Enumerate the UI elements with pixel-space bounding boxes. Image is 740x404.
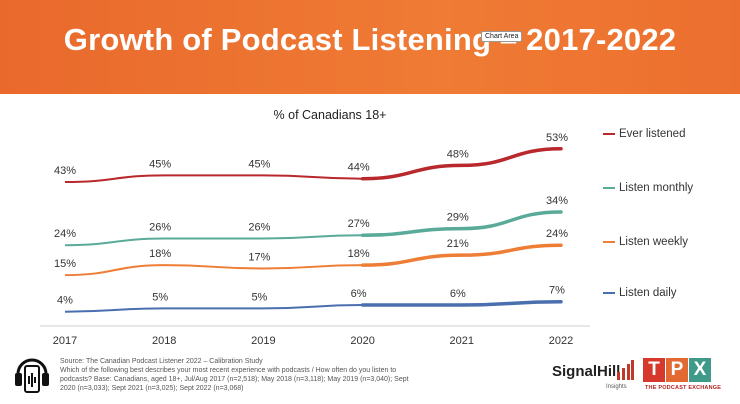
data-label: 29% <box>447 212 469 224</box>
series-recent-segment-1 <box>360 210 563 237</box>
legend-swatch <box>603 186 615 189</box>
series-recent-segment-2 <box>360 243 563 267</box>
legend-swatch <box>603 291 615 294</box>
data-label: 5% <box>152 291 168 303</box>
data-label: 34% <box>546 195 568 207</box>
legend-swatch <box>603 132 615 135</box>
data-label: 5% <box>251 291 267 303</box>
data-label: 24% <box>546 228 568 240</box>
legend-item-listen-monthly: Listen monthly <box>603 182 693 194</box>
data-label: 26% <box>248 222 270 234</box>
x-tick-label-2018: 2018 <box>152 335 176 347</box>
series-line-listen-weekly <box>64 244 562 277</box>
chart-title: % of Canadians 18+ <box>273 108 387 122</box>
tpx-letter-p: P <box>666 358 688 382</box>
signalhill-insights-label: Insights <box>606 384 627 390</box>
chart-area-tooltip: Chart Area <box>481 31 523 42</box>
data-label: 53% <box>546 132 568 144</box>
source-line: Source: The Canadian Podcast Listener 20… <box>60 358 263 365</box>
tpx-letter-x: X <box>689 358 711 382</box>
data-label: 6% <box>450 288 466 300</box>
series-recent-segment-0 <box>360 147 563 181</box>
data-label: 7% <box>549 285 565 297</box>
page-title: Growth of Podcast Listening – 2017-2022 <box>63 22 677 57</box>
data-label: 18% <box>149 248 171 260</box>
data-label: 45% <box>149 158 171 170</box>
legend-swatch <box>603 240 615 243</box>
title-banner: Growth of Podcast Listening – 2017-2022 … <box>0 0 740 94</box>
x-tick-label-2021: 2021 <box>450 335 474 347</box>
data-label: 15% <box>54 258 76 270</box>
data-label: 21% <box>447 238 469 250</box>
legend-label: Listen daily <box>619 287 677 299</box>
data-label: 26% <box>149 222 171 234</box>
signalhill-logo: SignalHill <box>552 363 621 380</box>
data-label: 44% <box>348 162 370 174</box>
legend-item-ever-listened: Ever listened <box>603 128 685 140</box>
x-tick-label-2017: 2017 <box>53 335 77 347</box>
tpx-letter-t: T <box>643 358 665 382</box>
data-label: 43% <box>54 165 76 177</box>
data-label: 45% <box>248 158 270 170</box>
source-note: Source: The Canadian Podcast Listener 20… <box>60 357 420 393</box>
data-label: 6% <box>351 288 367 300</box>
data-label: 17% <box>248 251 270 263</box>
series-recent-segment-3 <box>360 299 563 307</box>
legend-label: Listen weekly <box>619 236 689 248</box>
x-tick-label-2020: 2020 <box>350 335 374 347</box>
data-label: 24% <box>54 228 76 240</box>
legend-item-listen-weekly: Listen weekly <box>603 236 688 248</box>
data-label: 18% <box>348 248 370 260</box>
podcast-phone-icon <box>15 358 49 393</box>
tpx-tagline: THE PODCAST EXCHANGE <box>645 385 722 391</box>
x-tick-label-2019: 2019 <box>251 335 275 347</box>
signal-bars-icon <box>617 360 634 380</box>
legend-label: Listen monthly <box>619 182 694 194</box>
source-question: Which of the following best describes yo… <box>60 367 409 392</box>
data-label: 27% <box>348 218 370 230</box>
data-label: 48% <box>447 148 469 160</box>
legend-item-listen-daily: Listen daily <box>603 287 677 299</box>
x-tick-label-2022: 2022 <box>549 335 573 347</box>
legend-label: Ever listened <box>619 128 686 140</box>
data-label: 4% <box>57 295 73 307</box>
